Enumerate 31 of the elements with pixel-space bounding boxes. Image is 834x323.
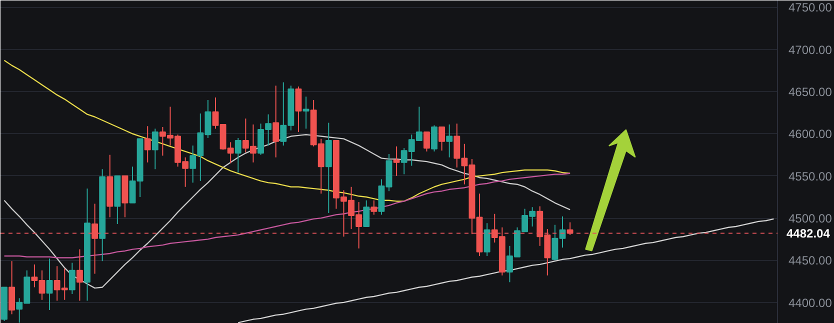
line-series bbox=[4, 172, 571, 258]
line-series bbox=[238, 218, 774, 323]
candlestick bbox=[370, 200, 378, 216]
y-tick-label: 4600.00 bbox=[788, 127, 832, 142]
y-tick-label: 4750.00 bbox=[788, 0, 832, 15]
candlestick bbox=[393, 146, 400, 176]
candlestick bbox=[295, 86, 302, 133]
y-tick-label: 4450.00 bbox=[788, 254, 832, 268]
y-tick-label: 4700.00 bbox=[788, 42, 832, 57]
y-tick-label: 4400.00 bbox=[788, 296, 832, 310]
candlestick bbox=[438, 126, 446, 152]
candlestick bbox=[302, 96, 310, 130]
ref-line-label: 4482.04 bbox=[786, 226, 830, 241]
candlestick bbox=[76, 248, 83, 302]
candlestick bbox=[234, 137, 242, 174]
candlestick bbox=[431, 124, 438, 152]
candlestick bbox=[144, 126, 151, 163]
candlestick bbox=[446, 124, 453, 158]
line-series bbox=[4, 60, 571, 202]
candlestick bbox=[68, 262, 76, 294]
candlestick bbox=[92, 203, 98, 274]
candlestick bbox=[363, 200, 370, 228]
candlestick bbox=[484, 222, 490, 257]
candlestick bbox=[272, 85, 280, 158]
y-tick-label: 4650.00 bbox=[788, 85, 832, 100]
candlestick bbox=[424, 132, 430, 152]
y-tick-label: 4500.00 bbox=[788, 212, 832, 226]
candlestick bbox=[46, 258, 53, 311]
candlestick bbox=[8, 260, 16, 315]
candlestick bbox=[152, 128, 158, 170]
y-tick-label: 4550.00 bbox=[788, 169, 832, 184]
